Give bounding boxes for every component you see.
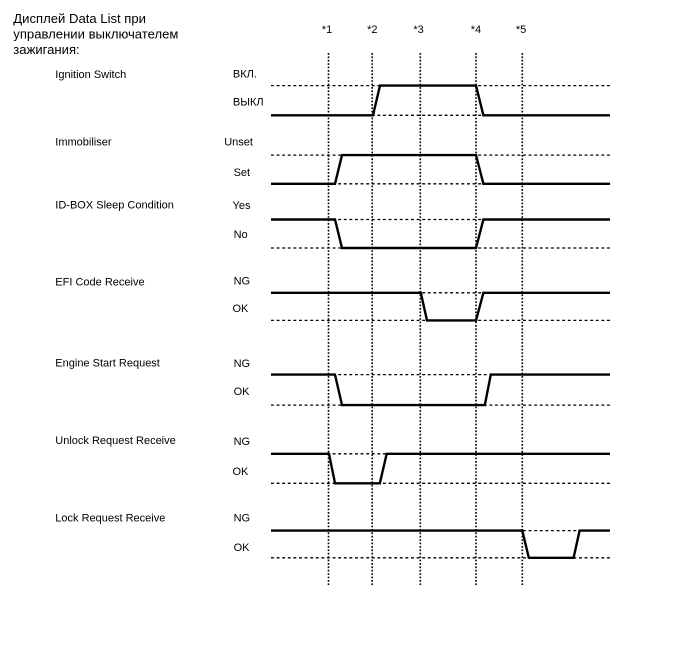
svg-text:*3: *3 [413, 24, 423, 36]
svg-text:Set: Set [234, 167, 251, 179]
svg-text:*4: *4 [471, 24, 481, 36]
svg-text:управлении выключателем: управлении выключателем [13, 27, 178, 42]
svg-text:NG: NG [234, 436, 251, 448]
svg-text:Lock Request Receive: Lock Request Receive [55, 512, 165, 524]
svg-text:OK: OK [234, 542, 251, 554]
svg-text:Yes: Yes [233, 200, 251, 212]
svg-text:NG: NG [234, 358, 251, 370]
svg-text:No: No [234, 229, 248, 241]
svg-text:EFI Code Receive: EFI Code Receive [55, 277, 144, 289]
svg-text:OK: OK [234, 386, 251, 398]
svg-text:Дисплей Data List при: Дисплей Data List при [13, 11, 146, 26]
svg-text:зажигания:: зажигания: [13, 42, 79, 57]
svg-text:ВЫКЛ: ВЫКЛ [233, 97, 264, 109]
svg-text:*2: *2 [367, 24, 377, 36]
svg-text:Engine Start Request: Engine Start Request [55, 358, 160, 370]
svg-text:*5: *5 [516, 24, 526, 36]
svg-text:Unset: Unset [224, 137, 253, 149]
svg-text:*1: *1 [322, 24, 332, 36]
svg-text:Ignition Switch: Ignition Switch [55, 69, 126, 81]
svg-text:Unlock Request Receive: Unlock Request Receive [55, 435, 175, 447]
svg-text:NG: NG [234, 275, 251, 287]
svg-text:ВКЛ.: ВКЛ. [233, 68, 257, 80]
svg-text:Immobiliser: Immobiliser [55, 136, 112, 148]
svg-text:ID-BOX Sleep Condition: ID-BOX Sleep Condition [55, 200, 174, 212]
svg-text:OK: OK [233, 303, 250, 315]
svg-text:NG: NG [234, 513, 251, 525]
svg-text:OK: OK [233, 466, 250, 478]
